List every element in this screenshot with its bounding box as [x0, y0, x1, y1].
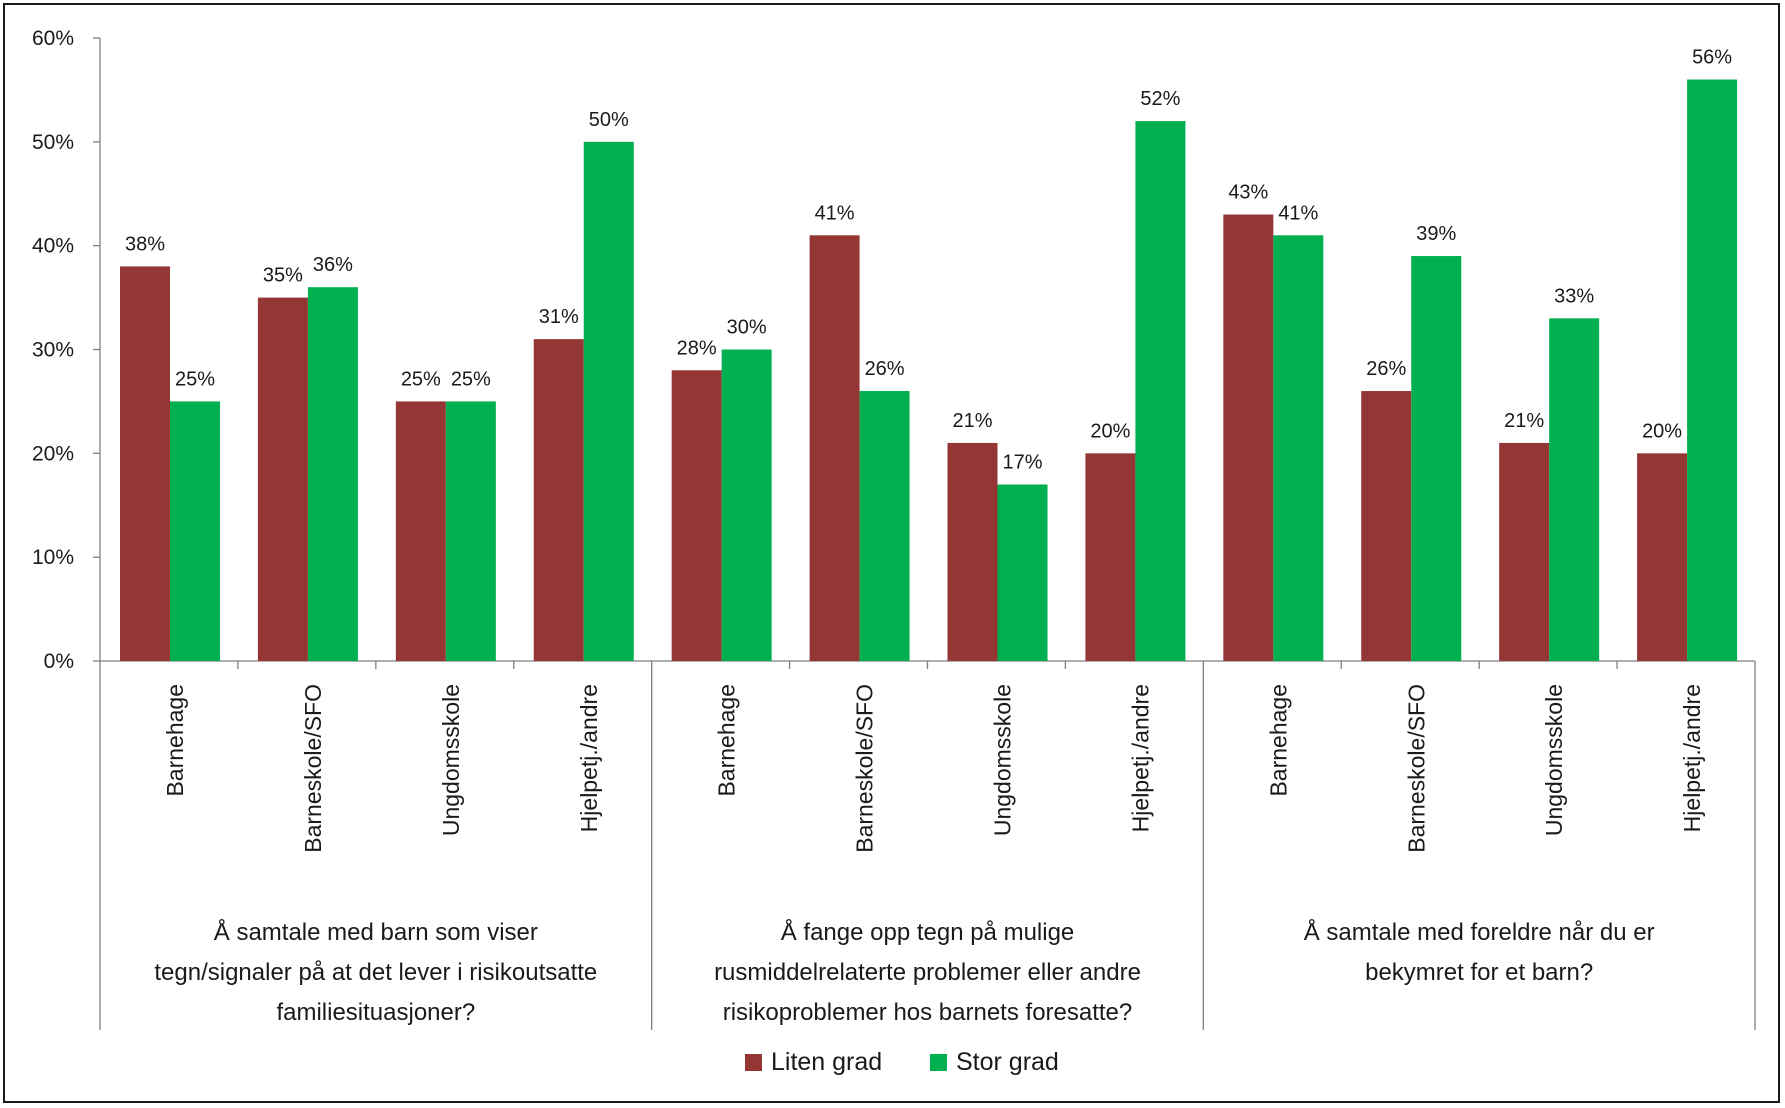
y-tick-label: 20%	[32, 442, 74, 465]
data-label: 21%	[1504, 410, 1544, 432]
category-label: Hjelpetj./andre	[576, 684, 602, 832]
data-label: 38%	[125, 233, 165, 255]
data-label: 35%	[263, 265, 303, 287]
bar-stor-grad	[1273, 235, 1324, 662]
group-label-line: tegn/signaler på at det lever i risikout…	[154, 959, 597, 986]
bar-liten-grad	[257, 297, 308, 661]
bar-liten-grad	[533, 339, 584, 661]
group-label-line: Å samtale med foreldre når du er	[1304, 918, 1655, 946]
bar-liten-grad	[1499, 442, 1550, 661]
category-label: Ungdomsskole	[1541, 684, 1567, 836]
data-label: 25%	[451, 368, 491, 390]
bar-stor-grad	[1411, 256, 1462, 661]
group-label-line: familiesituasjoner?	[276, 999, 475, 1026]
data-label: 43%	[1228, 182, 1268, 204]
data-label: 52%	[1140, 88, 1180, 110]
bar-stor-grad	[583, 141, 634, 662]
bar-liten-grad	[947, 442, 998, 661]
y-tick-label: 0%	[44, 650, 74, 673]
category-label: Barnehage	[162, 684, 188, 797]
data-label: 41%	[1278, 202, 1318, 224]
data-label: 25%	[175, 368, 215, 390]
bar-liten-grad	[1637, 453, 1688, 661]
data-label: 30%	[727, 317, 767, 339]
bar-stor-grad	[170, 401, 220, 661]
bar-stor-grad	[859, 391, 910, 661]
bar-liten-grad	[809, 235, 860, 662]
data-label: 25%	[401, 368, 441, 390]
group-label-line: bekymret for et barn?	[1365, 959, 1593, 986]
bar-liten-grad	[1223, 214, 1274, 661]
y-tick-label: 30%	[32, 339, 74, 362]
data-label: 20%	[1090, 420, 1130, 442]
category-label: Hjelpetj./andre	[1127, 684, 1153, 832]
group-label-line: Å samtale med barn som viser	[214, 918, 538, 946]
data-label: 31%	[539, 306, 579, 328]
bar-liten-grad	[671, 370, 722, 661]
category-label: Ungdomsskole	[438, 684, 464, 836]
legend-swatch-stor-grad	[930, 1054, 947, 1071]
bar-liten-grad	[395, 401, 446, 661]
bar-stor-grad	[721, 349, 772, 661]
category-label: Barneskole/SFO	[852, 684, 878, 853]
data-label: 56%	[1692, 47, 1732, 69]
y-tick-label: 60%	[32, 27, 74, 50]
legend-label: Liten grad	[771, 1048, 882, 1076]
data-label: 39%	[1416, 223, 1456, 245]
legend-swatch-liten-grad	[745, 1054, 762, 1071]
data-label: 17%	[1002, 451, 1042, 473]
category-label: Barnehage	[1265, 684, 1291, 797]
category-label: Ungdomsskole	[990, 684, 1016, 836]
bar-stor-grad	[445, 401, 496, 661]
y-tick-label: 50%	[32, 131, 74, 154]
group-label-line: risikoproblemer hos barnets foresatte?	[723, 999, 1133, 1026]
group-label-line: Å fange opp tegn på mulige	[781, 918, 1075, 946]
category-label: Barneskole/SFO	[1403, 684, 1429, 853]
data-label: 26%	[865, 358, 905, 380]
data-label: 50%	[589, 109, 629, 131]
category-label: Hjelpetj./andre	[1679, 684, 1705, 832]
bar-liten-grad	[120, 266, 170, 661]
legend-label: Stor grad	[956, 1048, 1059, 1076]
y-tick-label: 40%	[32, 235, 74, 258]
bar-stor-grad	[1687, 79, 1738, 662]
bar-liten-grad	[1361, 391, 1412, 661]
data-label: 33%	[1554, 285, 1594, 307]
bar-stor-grad	[997, 484, 1048, 661]
bar-stor-grad	[1135, 121, 1186, 662]
bar-stor-grad	[1549, 318, 1600, 661]
bar-stor-grad	[307, 287, 358, 661]
data-label: 21%	[952, 410, 992, 432]
bar-liten-grad	[1085, 453, 1136, 661]
data-label: 41%	[815, 202, 855, 224]
group-label-line: rusmiddelrelaterte problemer eller andre	[714, 959, 1141, 986]
category-label: Barnehage	[714, 684, 740, 797]
data-label: 26%	[1366, 358, 1406, 380]
data-label: 20%	[1642, 420, 1682, 442]
category-label: Barneskole/SFO	[300, 684, 326, 853]
data-label: 28%	[677, 337, 717, 359]
data-label: 36%	[313, 254, 353, 276]
y-tick-label: 10%	[32, 546, 74, 569]
